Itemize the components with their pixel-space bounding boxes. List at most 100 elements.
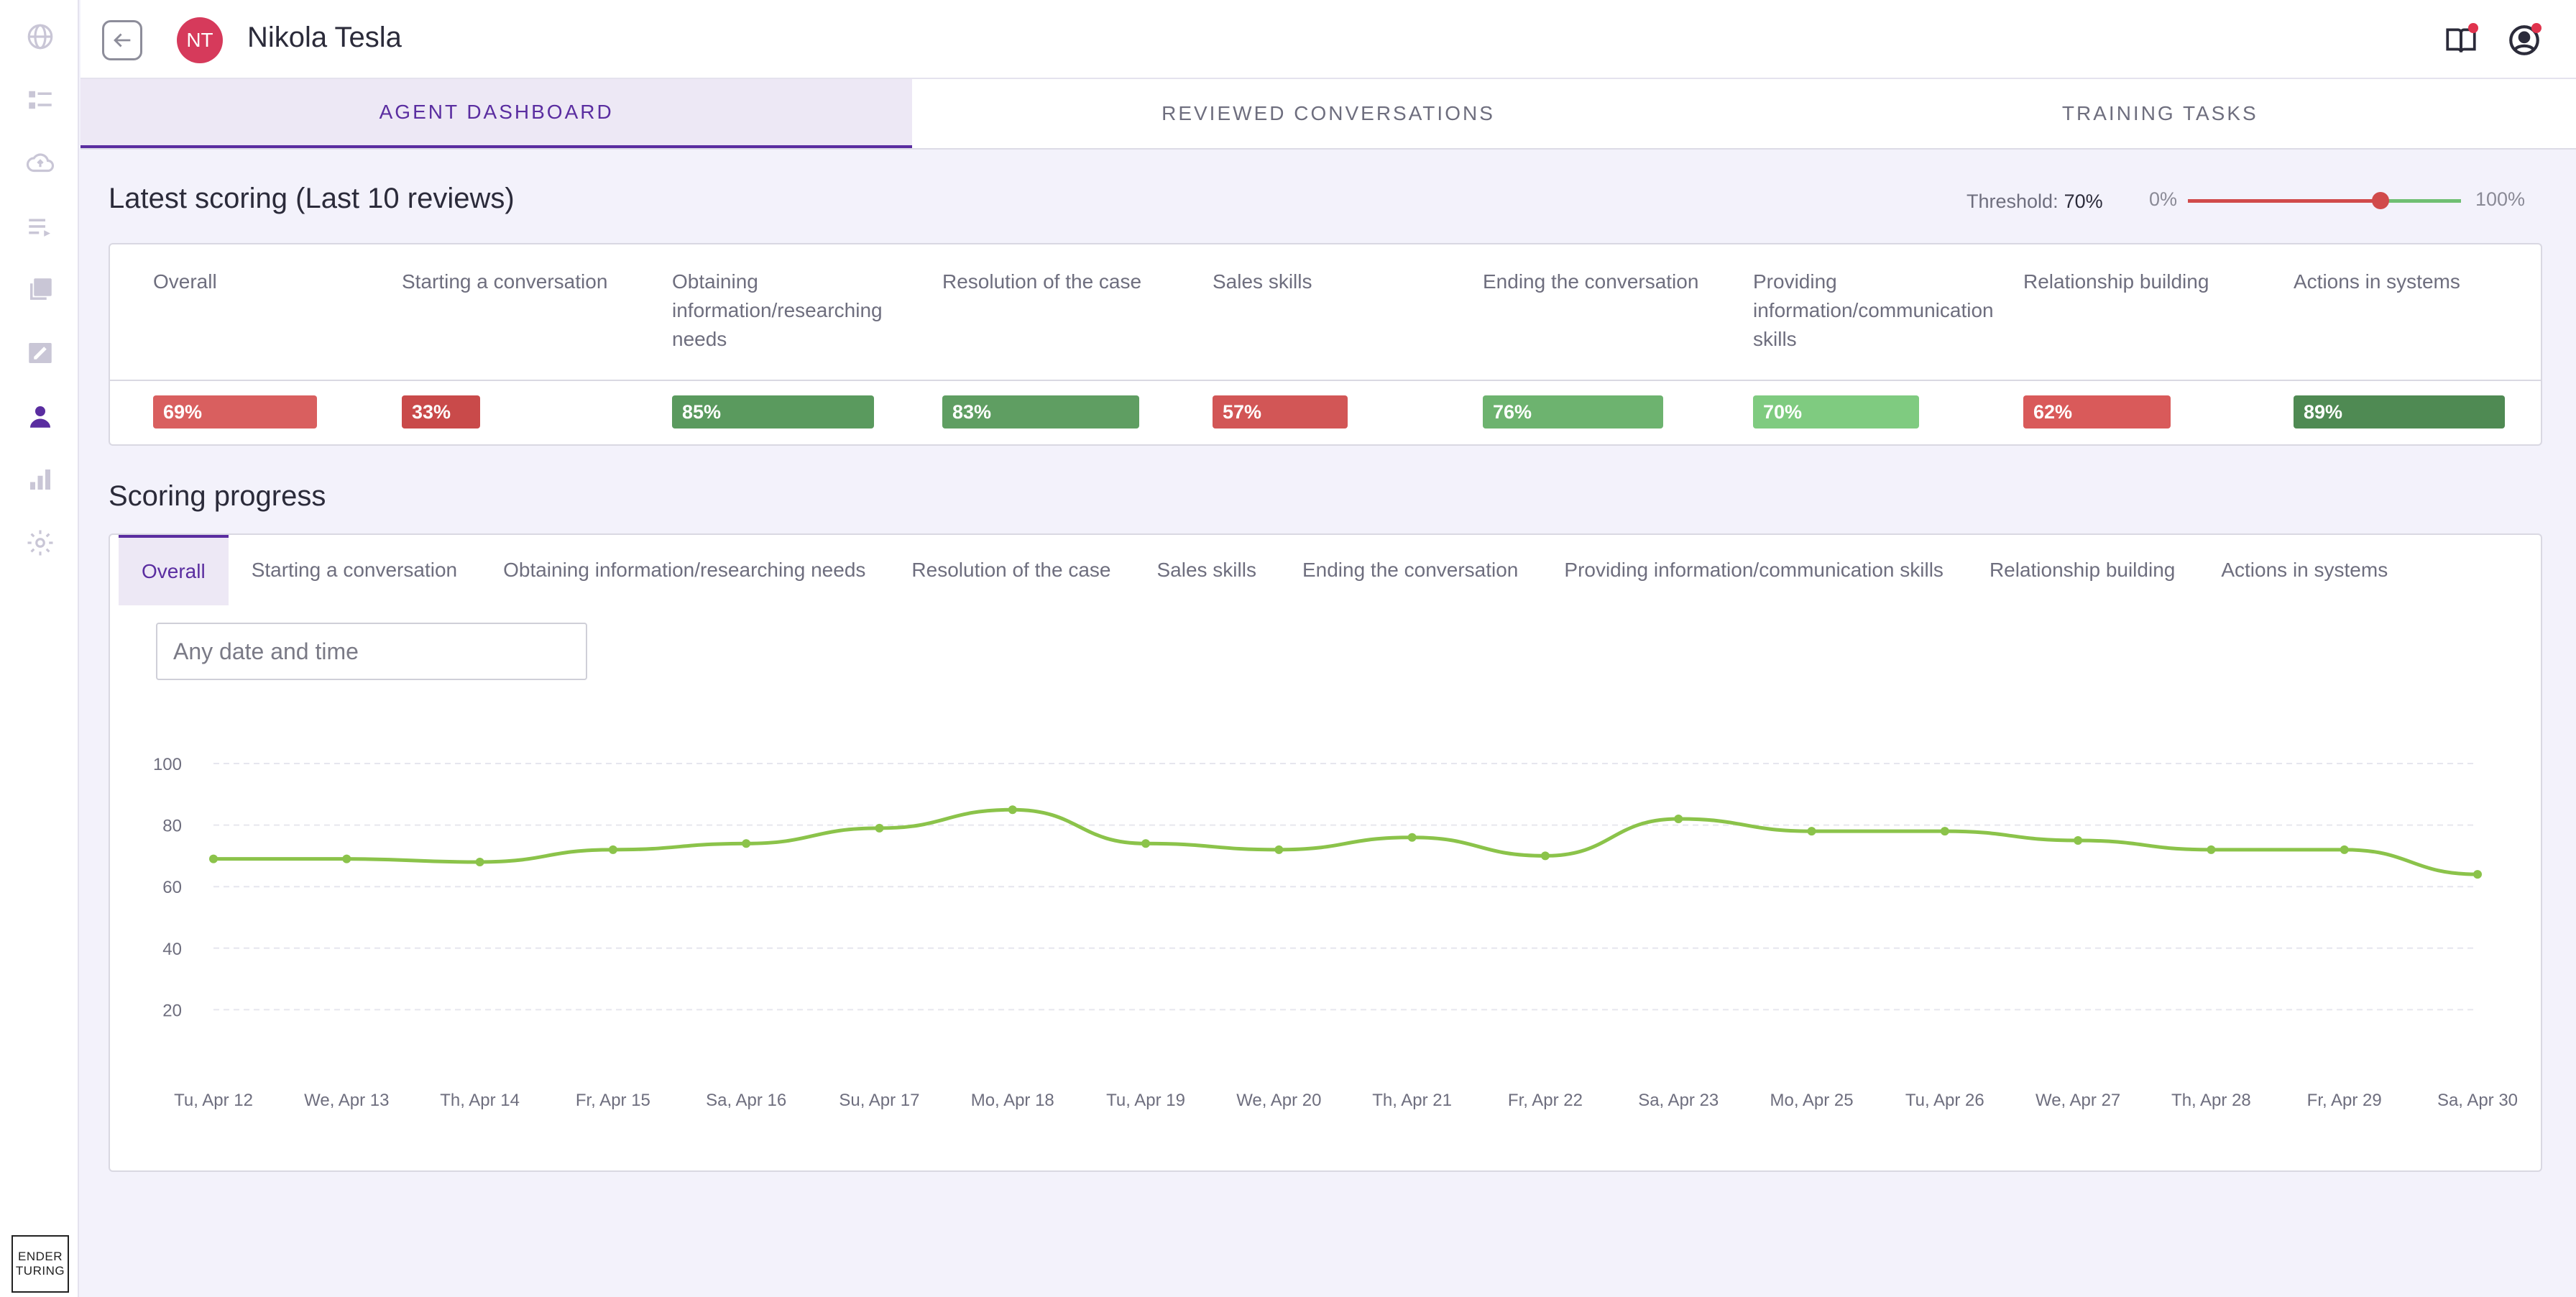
y-tick-label: 80 [162,817,182,836]
score-column-label: Resolution of the case [942,270,1142,293]
progress-tab-sales[interactable]: Sales skills [1156,559,1256,581]
score-column-label: Actions in systems [2294,270,2460,293]
sidebar: ENDER TURING [0,0,79,1297]
x-tick-label: Mo, Apr 18 [971,1091,1054,1110]
scoring-progress-title: Scoring progress [109,480,326,512]
x-tick-label: Tu, Apr 12 [174,1091,253,1110]
data-point [2074,836,2083,845]
score-column-label: Providing information/communication skil… [1753,270,1994,350]
x-tick-label: Th, Apr 28 [2171,1091,2251,1110]
score-bar: 89% [2294,395,2505,428]
score-bar: 83% [942,395,1139,428]
score-bar: 85% [672,395,874,428]
score-bar: 70% [1753,395,1919,428]
x-tick-label: Th, Apr 14 [440,1091,520,1110]
logo-line-2: TURING [15,1264,65,1278]
x-tick-label: We, Apr 20 [1236,1091,1321,1110]
data-point [475,857,484,866]
score-column-label: Relationship building [2023,270,2209,293]
account-icon[interactable] [2504,20,2544,60]
x-tick-label: Tu, Apr 26 [1905,1091,1984,1110]
progress-tab-obtaining[interactable]: Obtaining information/researching needs [503,559,866,581]
x-tick-label: Sa, Apr 30 [2437,1091,2518,1110]
x-tick-label: We, Apr 27 [2036,1091,2120,1110]
list-icon[interactable] [24,83,57,116]
tab-reviewed-conversations[interactable]: REVIEWED CONVERSATIONS [1162,102,1495,124]
score-bar: 62% [2023,395,2171,428]
data-point [2473,870,2482,879]
library-icon[interactable] [24,273,57,306]
score-column-label: Ending the conversation [1483,270,1699,293]
brand-logo: ENDER TURING [12,1235,69,1293]
threshold-label: Threshold: [1966,190,2058,212]
progress-tab-resolution[interactable]: Resolution of the case [911,559,1111,581]
notification-dot [2468,23,2478,33]
data-point [342,854,351,863]
scoring-line-chart: 20 40 60 80 100 Tu, Apr 12 We, Apr 13 Th, Apr 1… [153,755,2518,1110]
threshold-value: 70% [2064,190,2103,212]
x-tick-label: Tu, Apr 19 [1106,1091,1185,1110]
avatar: NT [177,17,223,63]
x-tick-label: We, Apr 13 [304,1091,389,1110]
arrow-left-icon [114,33,131,47]
data-point [608,845,617,854]
globe-icon[interactable] [24,20,57,53]
y-tick-label: 20 [162,1001,182,1020]
score-column-label: Overall [153,270,217,293]
data-point [2207,845,2216,854]
agent-icon[interactable] [24,400,57,433]
data-point [1407,833,1417,842]
back-button[interactable] [102,20,142,60]
latest-scoring-card: Overall 69% Starting a conversation 33% Obta… [109,243,2542,446]
progress-tab-providing[interactable]: Providing information/communication skil… [1564,559,1944,581]
date-filter-input[interactable] [156,623,587,680]
progress-tab-ending[interactable]: Ending the conversation [1302,559,1519,581]
agent-name: Nikola Tesla [247,22,402,53]
x-tick-label: Fr, Apr 22 [1508,1091,1583,1110]
score-bar: 69% [153,395,317,428]
score-bar: 76% [1483,395,1663,428]
progress-tab-overall[interactable]: Overall [119,535,229,605]
latest-scoring-title: Latest scoring (Last 10 reviews) [109,183,515,214]
x-tick-label: Fr, Apr 29 [2307,1091,2382,1110]
guide-icon[interactable] [2441,20,2481,60]
edit-note-icon[interactable] [24,336,57,370]
data-point [1674,815,1683,824]
progress-tab-actions[interactable]: Actions in systems [2221,559,2388,581]
threshold-slider[interactable] [2188,199,2461,203]
progress-tab-starting[interactable]: Starting a conversation [251,559,458,581]
data-point [1008,805,1017,815]
data-point [1940,827,1949,836]
progress-tab-relationship[interactable]: Relationship building [1989,559,2176,581]
series-line [213,807,2478,876]
slider-thumb[interactable] [2372,192,2389,209]
cloud-upload-icon[interactable] [24,147,57,180]
scoring-progress-card: Overall Starting a conversation Obtainin… [109,533,2542,1172]
tab-agent-dashboard[interactable]: AGENT DASHBOARD [80,79,913,148]
score-column-label: Sales skills [1213,270,1312,293]
data-point [1540,851,1550,861]
x-tick-label: Mo, Apr 25 [1770,1091,1853,1110]
data-point [742,839,751,848]
y-tick-label: 40 [162,940,182,959]
logo-line-1: ENDER [17,1250,63,1263]
x-tick-label: Sa, Apr 16 [706,1091,786,1110]
bar-chart-icon[interactable] [24,463,57,496]
data-point [1141,839,1151,848]
score-column-label: Obtaining information/researching needs [672,270,883,350]
data-point [1274,845,1284,854]
data-point [875,823,884,833]
notification-dot [2531,23,2542,33]
playlist-icon[interactable] [24,210,57,243]
data-point [2340,845,2349,854]
data-point [209,854,218,863]
settings-icon[interactable] [24,526,57,559]
progress-tabs: Overall Starting a conversation Obtainin… [119,535,2411,605]
threshold-readout: Threshold: 70% [1966,185,2103,217]
top-header: NT Nikola Tesla [80,0,2576,79]
tab-training-tasks[interactable]: TRAINING TASKS [2061,102,2258,124]
score-bar: 57% [1213,395,1348,428]
score-bar: 33% [402,395,480,428]
data-point [1807,827,1816,836]
x-tick-label: Sa, Apr 23 [1638,1091,1719,1110]
